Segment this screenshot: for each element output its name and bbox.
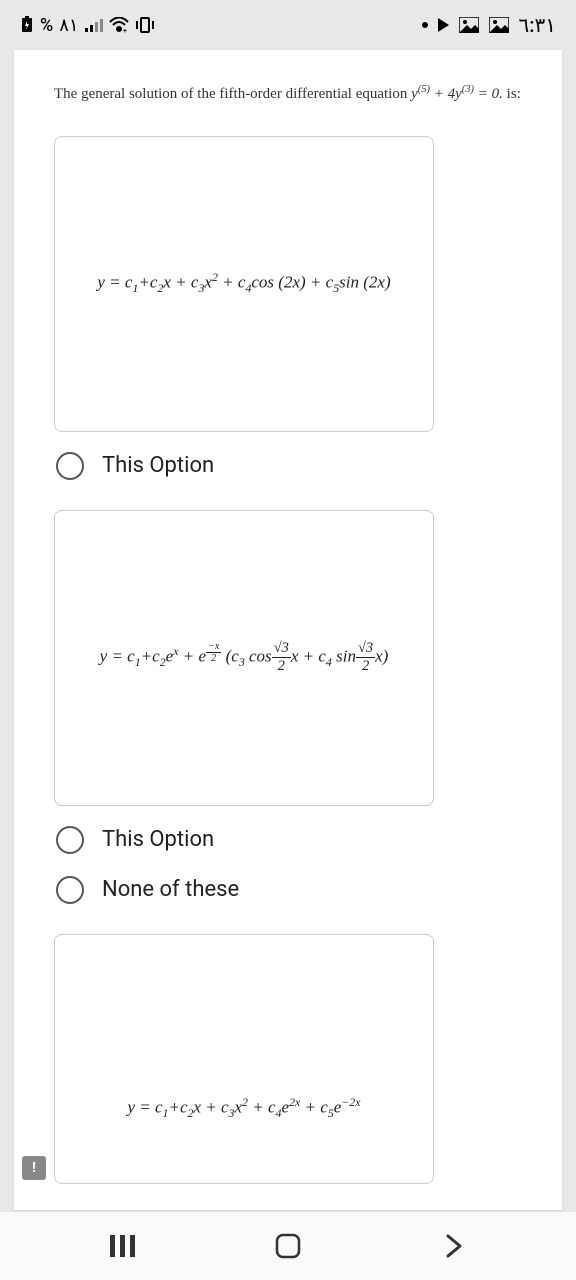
status-left: % ٨١ + [20, 15, 155, 36]
status-right: ٦:٣١ [422, 13, 557, 37]
option-label-2: This Option [102, 827, 214, 852]
alert-badge[interactable] [22, 1156, 46, 1180]
equation-box-3: y = c1+c2x + c3x2 + c4e2x + c5e−2x [54, 934, 434, 1184]
option-row-1[interactable]: This Option [54, 452, 522, 480]
battery-percent: % [40, 15, 53, 36]
image-icon-1 [459, 17, 479, 33]
content-card: The general solution of the fifth-order … [14, 50, 562, 1210]
equation-3: y = c1+c2x + c3x2 + c4e2x + c5e−2x [127, 1095, 360, 1121]
battery-percent-value: ٨١ [59, 15, 78, 36]
option-label-1: This Option [102, 453, 214, 478]
nav-home-button[interactable] [253, 1226, 323, 1266]
svg-text:+: + [123, 27, 127, 33]
option-label-none: None of these [102, 877, 239, 902]
nav-back-button[interactable] [418, 1226, 488, 1266]
wifi-icon: + [109, 17, 129, 33]
equation-1: y = c1+c2x + c3x2 + c4cos (2x) + c5sin (… [97, 270, 390, 296]
navigation-bar [0, 1212, 576, 1280]
radio-none[interactable] [56, 876, 84, 904]
question-text: The general solution of the fifth-order … [54, 82, 522, 106]
status-bar: % ٨١ + ٦:٣١ [0, 0, 576, 50]
option-row-none[interactable]: None of these [54, 876, 522, 904]
question-post: is: [503, 86, 521, 102]
signal-icon [85, 18, 103, 32]
vibrate-icon [135, 16, 155, 34]
image-icon-2 [489, 17, 509, 33]
question-pre: The general solution of the fifth-order … [54, 86, 411, 102]
option-row-2[interactable]: This Option [54, 826, 522, 854]
radio-2[interactable] [56, 826, 84, 854]
equation-box-1: y = c1+c2x + c3x2 + c4cos (2x) + c5sin (… [54, 136, 434, 432]
radio-1[interactable] [56, 452, 84, 480]
status-time: ٦:٣١ [519, 13, 557, 37]
equation-box-2: y = c1+c2ex + e−x2 (c3 cos√32x + c4 sin√… [54, 510, 434, 806]
content-inner: The general solution of the fifth-order … [14, 50, 562, 1210]
question-inline-eq: y(5) + 4y(3) = 0. [411, 86, 503, 102]
dot-indicator [422, 22, 428, 28]
equation-2: y = c1+c2ex + e−x2 (c3 cos√32x + c4 sin√… [100, 640, 389, 675]
nav-recent-button[interactable] [88, 1226, 158, 1266]
play-store-icon [438, 18, 449, 32]
battery-icon [20, 16, 34, 34]
